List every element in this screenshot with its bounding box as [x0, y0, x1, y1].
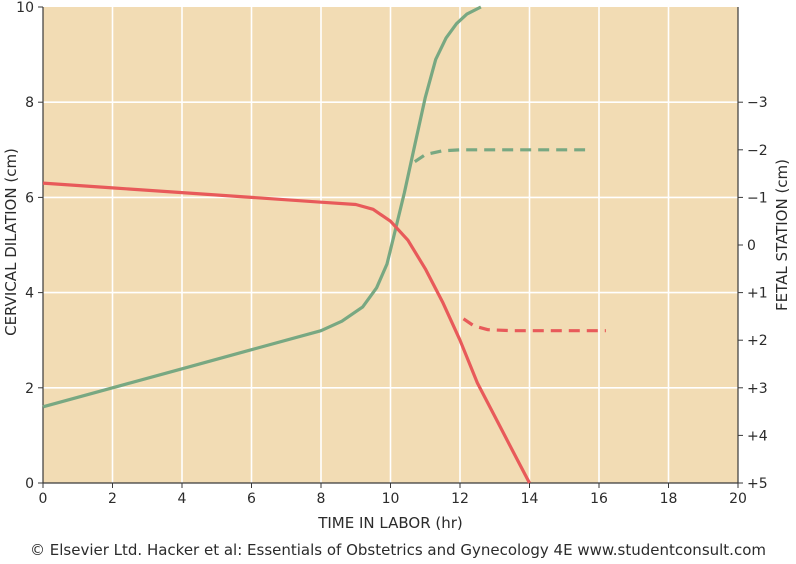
- x-tick-label: 12: [451, 491, 469, 507]
- series-layer: [42, 5, 606, 484]
- y-tick-label: 2: [25, 381, 34, 397]
- x-tick-label: 20: [729, 491, 747, 507]
- tick-labels: 0 2 4 6 8 10 12 14 16 18 20 0 2 4 6 8 10 +5 +4 +3 +2 +1 0 −1 −2 −…: [16, 0, 768, 507]
- y-tick-label: 4: [25, 286, 34, 302]
- x-tick-label: 4: [178, 491, 187, 507]
- y-tick-label: 6: [25, 190, 34, 206]
- y2-tick-label: −3: [747, 95, 768, 111]
- x-tick-label: 18: [660, 491, 678, 507]
- y2-tick-label: 0: [747, 238, 756, 254]
- y-tick-label: 10: [16, 0, 34, 16]
- x-tick-label: 2: [108, 491, 117, 507]
- series-line-2: [42, 181, 531, 484]
- y2-tick-label: +5: [747, 476, 768, 492]
- x-tick-label: 8: [317, 491, 326, 507]
- x-tick-label: 10: [382, 491, 400, 507]
- series-line-1: [413, 148, 586, 164]
- y2-tick-label: +2: [747, 333, 768, 349]
- y-axis-title: CERVICAL DILATION (cm): [2, 148, 20, 336]
- x-tick-label: 6: [247, 491, 256, 507]
- x-tick-label: 0: [39, 491, 48, 507]
- x-tick-label: 16: [590, 491, 608, 507]
- y-tick-label: 8: [25, 95, 34, 111]
- y2-tick-label: +4: [747, 428, 768, 444]
- y2-tick-label: −2: [747, 143, 768, 159]
- y2-tick-label: +3: [747, 381, 768, 397]
- x-axis-title: TIME IN LABOR (hr): [317, 514, 463, 532]
- x-tick-label: 14: [521, 491, 539, 507]
- y-tick-label: 0: [25, 476, 34, 492]
- copyright-notice: © Elsevier Ltd. Hacker et al: Essentials…: [29, 541, 766, 559]
- series-line-0: [42, 5, 482, 409]
- y2-tick-label: +1: [747, 286, 768, 302]
- labor-progress-chart: 0 2 4 6 8 10 12 14 16 18 20 0 2 4 6 8 10 +5 +4 +3 +2 +1 0 −1 −2 −…: [2, 0, 791, 532]
- y2-axis-title: FETAL STATION (cm): [773, 159, 791, 311]
- y2-tick-label: −1: [747, 190, 768, 206]
